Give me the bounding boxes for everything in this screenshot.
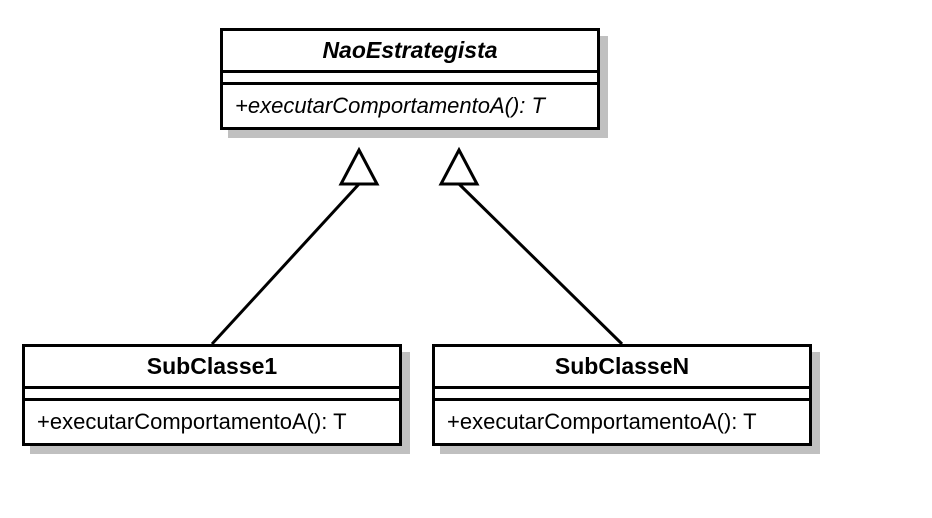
uml-class-child2: SubClasseN +executarComportamentoA(): T xyxy=(432,344,812,446)
class-method: +executarComportamentoA(): T xyxy=(435,401,809,443)
class-attributes-empty xyxy=(223,73,597,85)
uml-class-child1: SubClasse1 +executarComportamentoA(): T xyxy=(22,344,402,446)
class-title: SubClasse1 xyxy=(25,347,399,389)
class-attributes-empty xyxy=(435,389,809,401)
uml-class-parent: NaoEstrategista +executarComportamentoA(… xyxy=(220,28,600,130)
class-method: +executarComportamentoA(): T xyxy=(223,85,597,127)
box-content: SubClasseN +executarComportamentoA(): T xyxy=(432,344,812,446)
class-method: +executarComportamentoA(): T xyxy=(25,401,399,443)
class-attributes-empty xyxy=(25,389,399,401)
class-title: SubClasseN xyxy=(435,347,809,389)
box-content: SubClasse1 +executarComportamentoA(): T xyxy=(22,344,402,446)
box-content: NaoEstrategista +executarComportamentoA(… xyxy=(220,28,600,130)
class-title: NaoEstrategista xyxy=(223,31,597,73)
